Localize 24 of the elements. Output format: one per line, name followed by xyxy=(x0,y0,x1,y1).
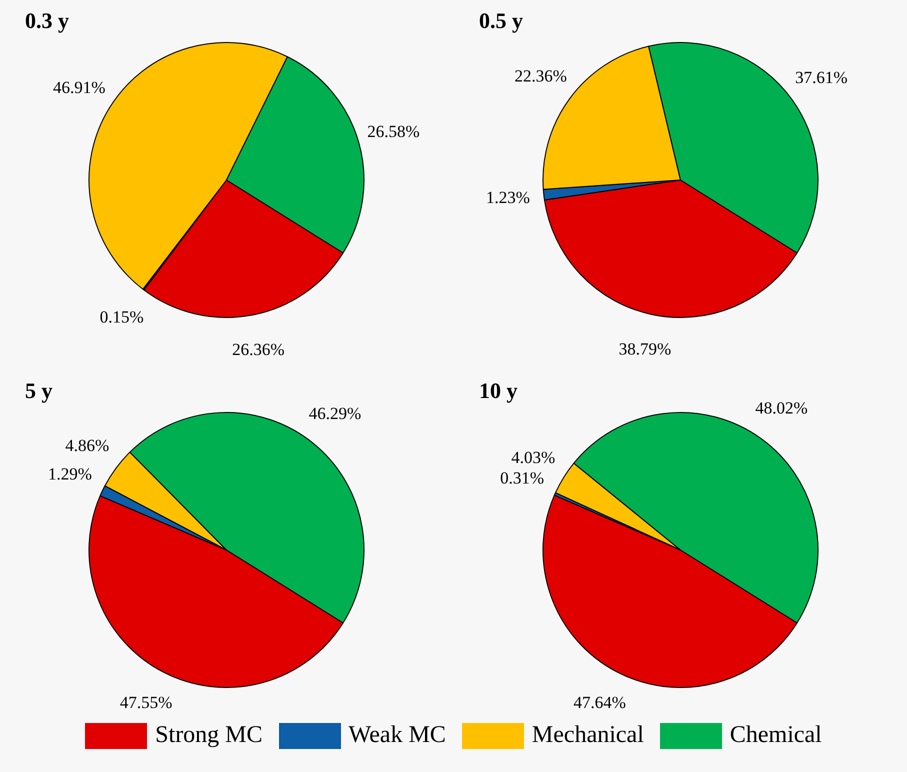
data-label: 0.31% xyxy=(500,468,544,488)
data-label: 47.64% xyxy=(574,693,626,712)
data-label: 0.15% xyxy=(100,308,144,327)
data-label: 26.58% xyxy=(367,122,420,142)
legend-label: Mechanical xyxy=(532,722,644,749)
chart-title: 5 y xyxy=(25,378,52,404)
data-label: 26.36% xyxy=(232,340,284,360)
data-label: 38.79% xyxy=(618,339,672,358)
data-label: 47.55% xyxy=(120,693,172,712)
data-label: 22.36% xyxy=(514,66,567,86)
data-label: 1.29% xyxy=(48,464,92,484)
legend-label: Chemical xyxy=(730,722,822,749)
data-label: 46.91% xyxy=(52,78,106,97)
data-label: 1.23% xyxy=(486,188,530,207)
data-label: 4.86% xyxy=(65,436,110,456)
data-label: 37.61% xyxy=(795,68,848,88)
data-label: 46.29% xyxy=(308,404,362,424)
legend-label: Strong MC xyxy=(155,722,263,749)
chart-title: 10 y xyxy=(479,378,518,404)
data-label: 48.02% xyxy=(755,398,808,418)
chart-title: 0.5 y xyxy=(479,8,523,34)
legend-label: Weak MC xyxy=(348,722,446,749)
chart-title: 0.3 y xyxy=(25,8,69,34)
data-label: 4.03% xyxy=(511,448,556,467)
